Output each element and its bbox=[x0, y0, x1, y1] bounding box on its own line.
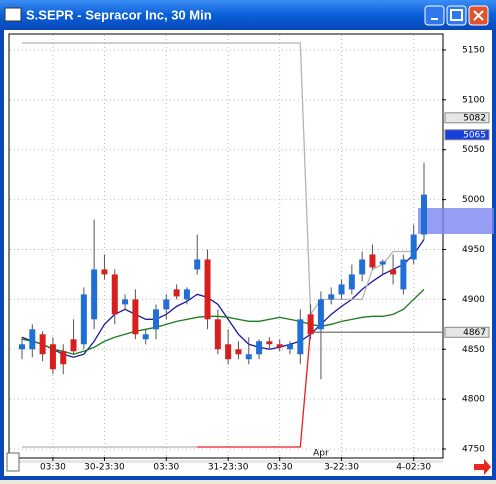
maximize-icon bbox=[450, 9, 463, 21]
candle-body bbox=[359, 259, 366, 275]
candle-body bbox=[317, 299, 324, 330]
candle-body bbox=[29, 329, 36, 350]
price-marker-label: 5065 bbox=[463, 130, 486, 140]
price-marker bbox=[444, 129, 490, 141]
candle-body bbox=[194, 259, 201, 270]
candle-body bbox=[328, 294, 335, 300]
candle-body bbox=[421, 194, 427, 235]
candle-body bbox=[183, 289, 190, 300]
maximize-button[interactable] bbox=[446, 5, 467, 26]
candle-body bbox=[19, 344, 25, 350]
candle-body bbox=[173, 289, 180, 297]
minimize-icon bbox=[431, 18, 438, 20]
x-annotation: Apr bbox=[313, 449, 329, 459]
candle-body bbox=[400, 259, 407, 290]
candle-body bbox=[122, 299, 129, 305]
x-tick-label: 03:30 bbox=[153, 463, 179, 473]
candle-body bbox=[204, 259, 211, 320]
price-marker bbox=[444, 326, 490, 338]
candle-body bbox=[142, 334, 149, 340]
x-tick-label: 03:30 bbox=[40, 463, 66, 473]
candle-body bbox=[91, 269, 98, 320]
candle-body bbox=[153, 309, 159, 330]
title-bar bbox=[0, 0, 496, 30]
candle-body bbox=[60, 351, 67, 365]
candle-body bbox=[266, 341, 273, 345]
y-tick-label: 4900 bbox=[462, 295, 485, 305]
candle-body bbox=[111, 274, 118, 315]
app-icon bbox=[4, 7, 22, 22]
candle-body bbox=[163, 299, 170, 310]
plot-frame bbox=[8, 33, 444, 459]
y-tick-label: 5050 bbox=[462, 145, 485, 155]
x-tick-label: 31-23:30 bbox=[208, 463, 249, 473]
y-tick-label: 5100 bbox=[462, 95, 485, 105]
x-tick-label: 30-23:30 bbox=[84, 463, 125, 473]
candle-body bbox=[101, 269, 108, 275]
y-tick-label: 4750 bbox=[462, 445, 485, 455]
y-tick-label: 5150 bbox=[462, 45, 485, 55]
candle-body bbox=[369, 254, 376, 268]
close-icon bbox=[473, 10, 484, 21]
plot: 4750 4800 4850 4900 4950 5000 5050 5100 5150 03:3… bbox=[10, 35, 490, 473]
window-buttons[interactable] bbox=[424, 5, 489, 26]
candle-body bbox=[297, 319, 304, 355]
session-strip bbox=[8, 460, 443, 463]
indicator-line bbox=[197, 329, 312, 448]
price-marker bbox=[444, 112, 490, 124]
selection-band bbox=[418, 208, 494, 234]
window-title: S.SEPR - Sepracor Inc, 30 Min bbox=[26, 7, 212, 22]
candle-body bbox=[379, 261, 386, 265]
scroll-box[interactable] bbox=[6, 452, 20, 472]
price-marker-label: 4867 bbox=[463, 328, 486, 338]
y-tick-label: 5000 bbox=[462, 195, 485, 205]
candle-body bbox=[49, 344, 56, 370]
indicator-line bbox=[21, 239, 425, 358]
candle-body bbox=[235, 349, 242, 355]
candle-body bbox=[39, 334, 46, 355]
indicator-line bbox=[22, 42, 414, 317]
x-tick-label: 03:30 bbox=[267, 463, 293, 473]
candle-body bbox=[80, 294, 87, 345]
candle-body bbox=[70, 339, 77, 352]
candle-body bbox=[276, 344, 283, 348]
indicator-line bbox=[21, 288, 425, 355]
candle-body bbox=[245, 354, 252, 360]
price-marker-label: 5082 bbox=[463, 113, 486, 123]
scroll-arrow[interactable] bbox=[474, 459, 491, 475]
x-tick-label: 3-22:30 bbox=[324, 463, 359, 473]
candle-body bbox=[338, 284, 345, 295]
candle-body bbox=[256, 341, 263, 355]
candle-body bbox=[410, 234, 417, 260]
y-tick-label: 4800 bbox=[462, 395, 485, 405]
y-tick-label: 4850 bbox=[462, 345, 485, 355]
candle-body bbox=[287, 344, 293, 350]
candle-body bbox=[390, 269, 397, 275]
candle-body bbox=[307, 314, 314, 335]
candle-body bbox=[348, 274, 355, 290]
x-tick-label: 4-02:30 bbox=[396, 463, 431, 473]
minimize-button[interactable] bbox=[424, 5, 445, 26]
candle-body bbox=[214, 319, 221, 350]
y-tick-label: 4950 bbox=[462, 245, 485, 255]
candle-body bbox=[132, 299, 139, 335]
candle-body bbox=[225, 344, 232, 360]
